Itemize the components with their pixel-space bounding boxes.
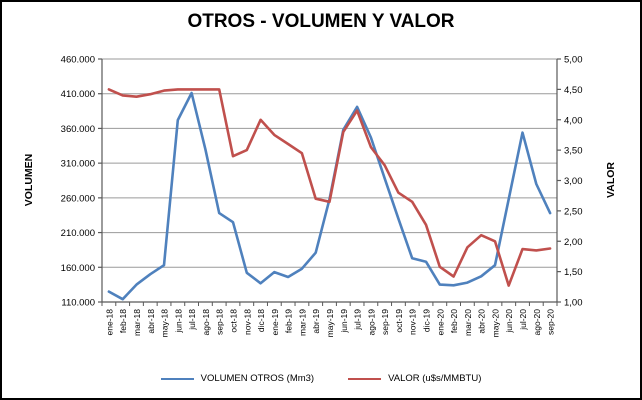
- legend-line-swatch-valor: [348, 377, 382, 380]
- legend-label-valor: VALOR (u$s/MMBTU): [388, 373, 482, 384]
- x-axis-tick-label: ago-18: [201, 309, 211, 336]
- legend-label-volumen: VOLUMEN OTROS (Mm3): [200, 373, 315, 384]
- x-axis-tick-label: nov-18: [242, 309, 252, 335]
- x-axis-tick-label: jun-19: [339, 309, 349, 334]
- x-axis-tick-label: mar-20: [463, 309, 473, 336]
- x-axis-tick-label: jun-18: [173, 309, 183, 334]
- x-axis-tick-label: jul-19: [353, 309, 363, 331]
- left-axis-title: VOLUMEN: [23, 154, 35, 207]
- right-axis-tick-label: 2,00: [564, 237, 583, 248]
- left-axis-tick-label: 110.000: [61, 298, 95, 309]
- right-axis-tick-label: 4,50: [564, 85, 583, 96]
- x-axis-tick-label: feb-19: [284, 309, 294, 333]
- right-axis-tick-label: 4,00: [564, 115, 583, 126]
- x-axis-tick-label: may-19: [325, 309, 335, 338]
- x-axis-tick-label: oct-19: [394, 309, 404, 333]
- legend-line-swatch-volumen: [160, 377, 194, 380]
- right-axis-tick-label: 1,00: [564, 298, 583, 309]
- x-axis-tick-label: dic-19: [422, 309, 432, 332]
- x-axis-tick-label: feb-18: [118, 309, 128, 333]
- series-line-valor: [107, 88, 552, 287]
- x-axis-tick-label: ene-18: [104, 309, 114, 336]
- right-axis-tick-label: 1,50: [564, 267, 583, 278]
- right-axis-tick-label: 2,50: [564, 206, 583, 217]
- x-axis-tick-label: dic-18: [256, 309, 266, 332]
- x-axis-tick-label: sep-20: [546, 309, 556, 335]
- x-axis-tick-label: abr-19: [311, 309, 321, 334]
- left-axis-tick-label: 410.000: [61, 89, 95, 100]
- x-axis-tick-label: sep-18: [215, 309, 225, 335]
- x-axis-tick-label: may-20: [490, 309, 500, 338]
- right-axis-tick-label: 3,00: [564, 176, 583, 187]
- x-axis-tick-label: mar-19: [297, 309, 307, 336]
- x-axis-tick-label: nov-19: [408, 309, 418, 335]
- x-axis-tick-label: jun-20: [504, 309, 514, 334]
- x-axis-tick-label: jul-18: [187, 309, 197, 331]
- x-axis-tick-label: feb-20: [449, 309, 459, 333]
- x-axis-tick-label: oct-18: [228, 309, 238, 333]
- x-axis-tick-label: ene-20: [435, 309, 445, 336]
- left-axis-tick-label: 360.000: [61, 124, 95, 135]
- left-axis-tick-label: 260.000: [61, 193, 95, 204]
- x-axis-tick-label: ago-19: [366, 309, 376, 336]
- x-axis-tick-label: may-18: [160, 309, 170, 338]
- legend: VOLUMEN OTROS (Mm3) VALOR (u$s/MMBTU): [2, 373, 640, 384]
- x-axis-tick-label: mar-18: [132, 309, 142, 336]
- x-axis-tick-label: ene-19: [270, 309, 280, 336]
- legend-item-volumen: VOLUMEN OTROS (Mm3): [160, 373, 315, 384]
- legend-item-valor: VALOR (u$s/MMBTU): [348, 373, 481, 384]
- left-axis-tick-label: 160.000: [61, 263, 95, 274]
- x-axis-tick-label: abr-18: [146, 309, 156, 334]
- chart-title: OTROS - VOLUMEN Y VALOR: [187, 11, 455, 32]
- left-axis-tick-label: 210.000: [61, 228, 95, 239]
- right-axis-tick-label: 5,00: [564, 55, 583, 66]
- right-axis-tick-label: 3,50: [564, 146, 583, 157]
- left-axis-tick-label: 310.000: [61, 159, 95, 170]
- x-axis-tick-label: sep-19: [380, 309, 390, 335]
- x-axis-tick-label: ago-20: [532, 309, 542, 336]
- x-axis-tick-label: abr-20: [477, 309, 487, 334]
- x-axis-tick-label: jul-20: [518, 309, 528, 331]
- right-axis-title: VALOR: [605, 162, 617, 198]
- left-axis-tick-label: 460.000: [61, 55, 95, 66]
